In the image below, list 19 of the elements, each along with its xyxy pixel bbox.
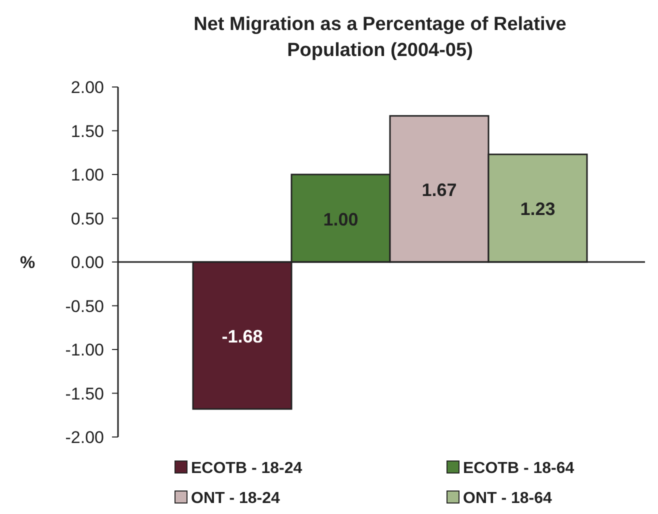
y-tick-label: 0.50 — [70, 209, 104, 228]
chart-title: Net Migration as a Percentage of Relative Population (2004-05) — [194, 14, 566, 61]
data-label: -1.68 — [222, 326, 263, 346]
legend-label: ECOTB - 18-24 — [191, 460, 302, 477]
legend-label: ONT - 18-64 — [463, 490, 552, 507]
y-tick-label: 0.00 — [70, 253, 104, 272]
legend-label: ECOTB - 18-64 — [463, 460, 574, 477]
y-tick-label: -2.00 — [65, 428, 104, 447]
y-axis-title: % — [20, 253, 36, 272]
data-label: 1.00 — [323, 209, 358, 230]
legend-label: ONT - 18-24 — [191, 490, 280, 507]
y-tick-label: 2.00 — [70, 78, 104, 97]
y-tick-label: -1.50 — [65, 384, 104, 404]
y-tick-label: -1.00 — [65, 340, 104, 360]
data-label: 1.67 — [422, 180, 457, 200]
y-tick-label: -0.50 — [65, 296, 104, 316]
data-label: 1.23 — [520, 199, 556, 220]
y-tick-label: 1.50 — [70, 122, 104, 141]
y-tick-label: 1.00 — [70, 166, 104, 184]
